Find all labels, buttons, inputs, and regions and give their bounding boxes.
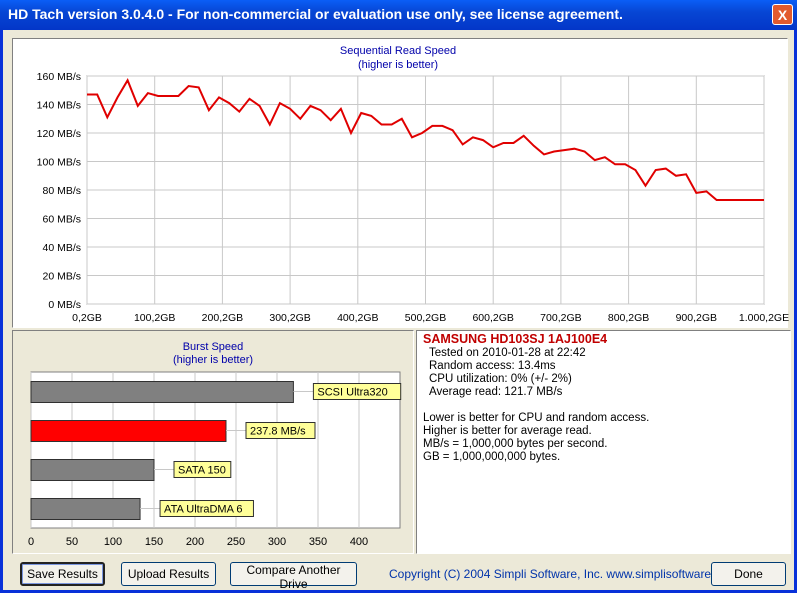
- done-button[interactable]: Done: [711, 562, 786, 586]
- average-read-text: Average read: 121.7 MB/s: [429, 386, 563, 398]
- burst-bar-label: SCSI Ultra320: [317, 387, 387, 399]
- sequential-x-tick-label: 100,2GB: [134, 312, 175, 324]
- burst-bar-label-box: [312, 383, 402, 400]
- note-mbs-definition: MB/s = 1,000,000 bytes per second.: [423, 438, 608, 450]
- burst-bars: SCSI Ultra320 237.8 MB/s SATA 150 ATA Ultra…: [30, 381, 402, 520]
- drive-info-panel: SAMSUNG HD103SJ 1AJ100E4 Tested on 2010-…: [421, 333, 789, 553]
- save-results-button[interactable]: Save Results: [20, 562, 105, 586]
- burst-bar-label-box: [245, 422, 316, 439]
- drive-model: SAMSUNG HD103SJ 1AJ100E4: [423, 332, 608, 346]
- compare-another-drive-button[interactable]: Compare Another Drive: [230, 562, 357, 591]
- burst-x-tick-label: 400: [350, 536, 368, 548]
- burst-bar-label: ATA UltraDMA 6: [164, 504, 242, 516]
- sequential-y-tick-label: 20 MB/s: [42, 271, 81, 283]
- burst-x-tick-label: 50: [66, 536, 78, 548]
- sequential-y-tick-label: 140 MB/s: [37, 100, 81, 112]
- note-gb-definition: GB = 1,000,000,000 bytes.: [423, 451, 561, 463]
- sequential-read-series-line: [87, 78, 764, 201]
- sequential-x-tick-label: 800,2GB: [608, 312, 649, 324]
- burst-x-tick-label: 150: [145, 536, 163, 548]
- sequential-y-tick-label: 120 MB/s: [37, 128, 81, 140]
- cpu-utilization-text: CPU utilization: 0% (+/- 2%): [429, 373, 572, 385]
- sequential-y-tick-label: 0 MB/s: [48, 299, 81, 311]
- sequential-chart-subtitle: (higher is better): [358, 59, 438, 71]
- sequential-y-tick-label: 100 MB/s: [37, 157, 81, 169]
- sequential-y-axis: 0 MB/s 20 MB/s 40 MB/s 60 MB/s 80 MB/s 100 MB…: [37, 71, 81, 311]
- burst-x-axis: 0 50 100 150 200 250 300 350 400: [28, 536, 368, 548]
- burst-bar-label-box: [159, 500, 254, 517]
- sequential-x-tick-label: 1.000,2GE: [739, 312, 789, 324]
- sequential-x-axis: 0,2GB 100,2GB 200,2GB 300,2GB 400,2GB 500,2GB…: [72, 312, 789, 324]
- burst-x-tick-label: 0: [28, 536, 34, 548]
- sequential-read-chart: Sequential Read Speed (higher is better)…: [37, 45, 789, 324]
- burst-bar: [30, 459, 155, 481]
- close-icon: X: [777, 7, 788, 23]
- burst-chart-title: Burst Speed: [183, 341, 244, 353]
- burst-bar-label-box: [173, 461, 232, 478]
- burst-bar: [30, 420, 227, 442]
- note-cpu-random: Lower is better for CPU and random acces…: [423, 412, 650, 424]
- burst-chart-subtitle: (higher is better): [173, 354, 253, 366]
- burst-bar: [30, 381, 294, 403]
- sequential-x-tick-label: 0,2GB: [72, 312, 102, 324]
- sequential-y-tick-label: 40 MB/s: [42, 242, 81, 254]
- tested-on-text: Tested on 2010-01-28 at 22:42: [429, 347, 586, 359]
- burst-bar-label: SATA 150: [178, 465, 226, 477]
- burst-x-tick-label: 300: [268, 536, 286, 548]
- sequential-x-tick-label: 900,2GB: [676, 312, 717, 324]
- burst-bar: [30, 498, 141, 520]
- sequential-grid: [86, 75, 765, 305]
- upload-results-button[interactable]: Upload Results: [121, 562, 216, 586]
- burst-x-tick-label: 250: [227, 536, 245, 548]
- sequential-x-tick-label: 400,2GB: [337, 312, 378, 324]
- sequential-x-tick-label: 600,2GB: [472, 312, 513, 324]
- burst-x-tick-label: 200: [186, 536, 204, 548]
- sequential-x-tick-label: 700,2GB: [540, 312, 581, 324]
- sequential-x-tick-label: 300,2GB: [269, 312, 310, 324]
- burst-speed-chart: Burst Speed (higher is better) SCSI Ultr…: [28, 341, 402, 548]
- burst-bar-label: 237.8 MB/s: [250, 426, 306, 438]
- sequential-chart-title: Sequential Read Speed: [340, 45, 456, 57]
- copyright-link[interactable]: Copyright (C) 2004 Simpli Software, Inc.…: [389, 567, 738, 581]
- title-bar: HD Tach version 3.0.4.0 - For non-commer…: [0, 0, 797, 30]
- note-average-read: Higher is better for average read.: [423, 425, 592, 437]
- sequential-y-tick-label: 80 MB/s: [42, 185, 81, 197]
- burst-x-tick-label: 100: [104, 536, 122, 548]
- random-access-text: Random access: 13.4ms: [429, 360, 556, 372]
- sequential-y-tick-label: 160 MB/s: [37, 71, 81, 83]
- close-button[interactable]: X: [772, 4, 793, 25]
- sequential-x-tick-label: 200,2GB: [202, 312, 243, 324]
- sequential-y-tick-label: 60 MB/s: [42, 214, 81, 226]
- burst-x-tick-label: 350: [309, 536, 327, 548]
- sequential-x-tick-label: 500,2GB: [405, 312, 446, 324]
- window-title: HD Tach version 3.0.4.0 - For non-commer…: [8, 6, 623, 22]
